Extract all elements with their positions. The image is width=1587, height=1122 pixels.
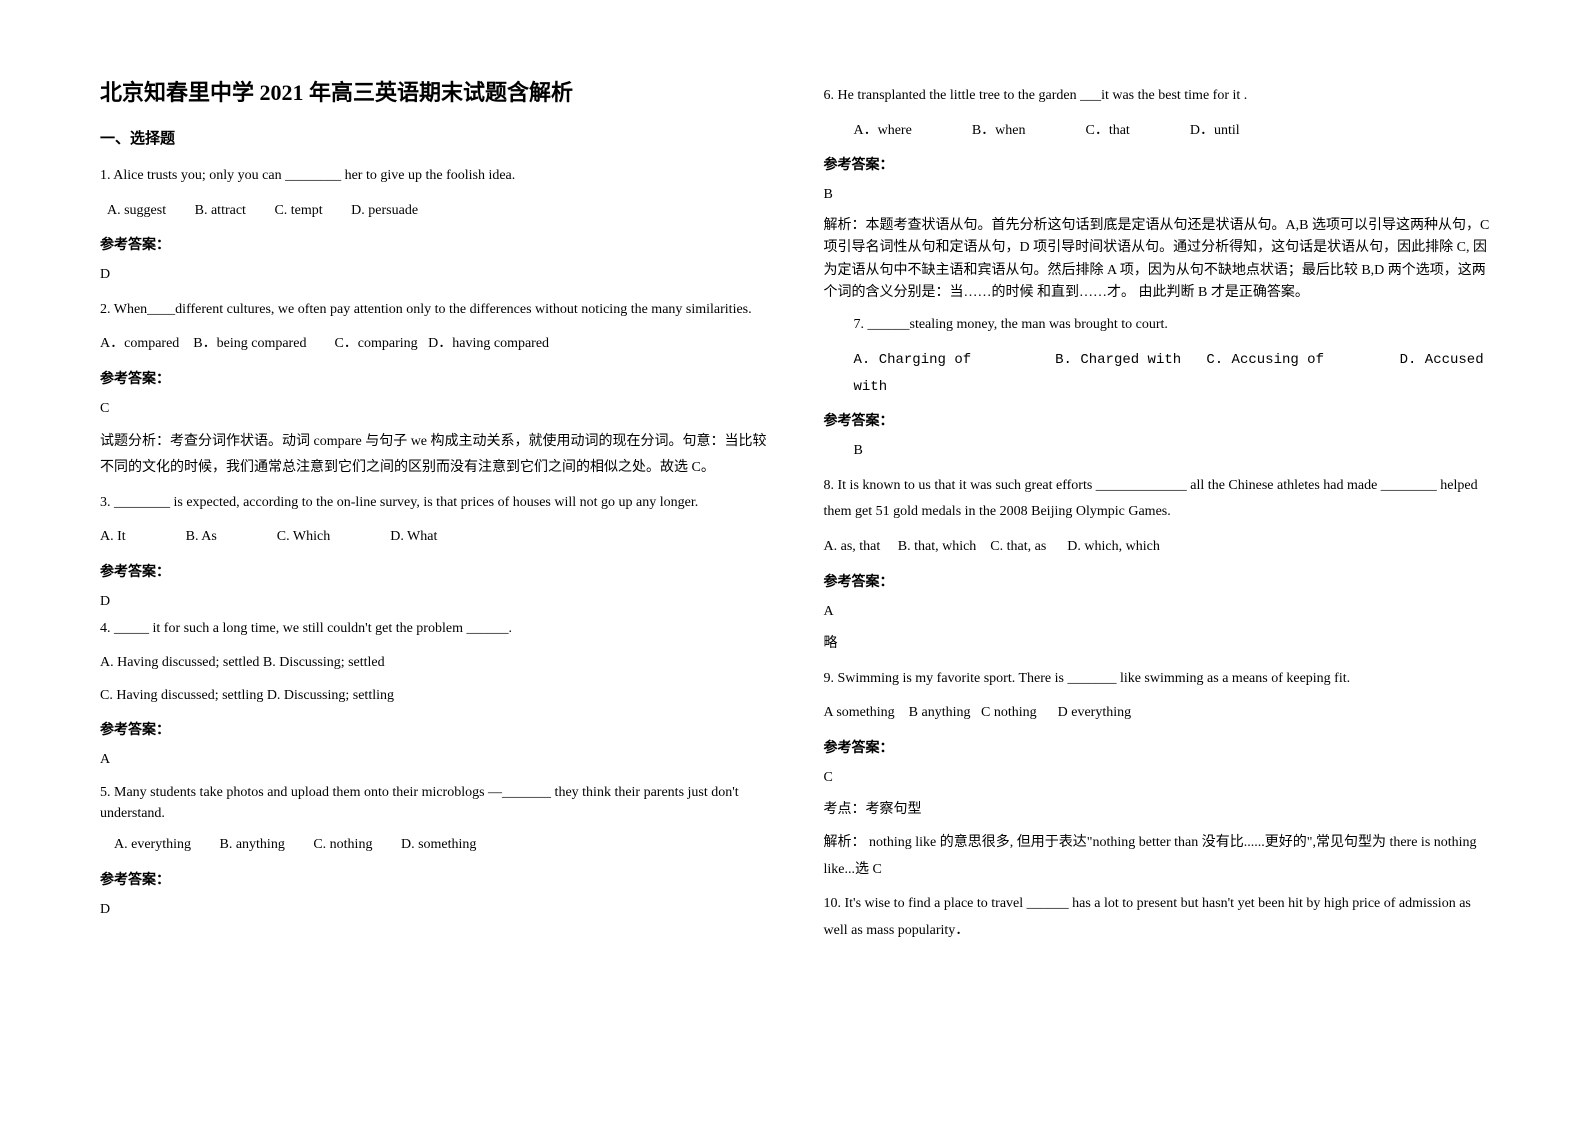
q6-ans-header: 参考答案： xyxy=(824,154,1498,174)
q9-ans-header: 参考答案： xyxy=(824,737,1498,757)
q3-text: 3. ________ is expected, according to th… xyxy=(100,490,774,517)
q9-options: A something B anything C nothing D every… xyxy=(824,700,1498,727)
q9-note1: 考点：考察句型 xyxy=(824,797,1498,824)
q7-ans: B xyxy=(824,438,1498,465)
q5-options: A. everything B. anything C. nothing D. … xyxy=(100,832,774,859)
q1-options: A. suggest B. attract C. tempt D. persua… xyxy=(100,198,774,225)
q5-opt-a: A. everything xyxy=(114,837,191,852)
exam-page: 北京知春里中学 2021 年高三英语期末试题含解析 一、选择题 1. Alice… xyxy=(0,0,1587,1122)
q3-options: A. It B. As C. Which D. What xyxy=(100,524,774,551)
q6-opt-b: B．when xyxy=(972,118,1026,145)
q2-exp: 试题分析：考查分词作状语。动词 compare 与句子 we 构成主动关系，就使… xyxy=(100,429,774,482)
q4-opts-l2: C. Having discussed; settling D. Discuss… xyxy=(100,683,774,710)
q7-text: 7. ______stealing money, the man was bro… xyxy=(824,312,1498,339)
q6-opt-a: A．where xyxy=(854,118,912,145)
q1-opt-d: D. persuade xyxy=(351,203,418,218)
q1-ans-header: 参考答案： xyxy=(100,234,774,254)
q8-text: 8. It is known to us that it was such gr… xyxy=(824,473,1498,526)
q5-ans: D xyxy=(100,897,774,924)
q1-text: 1. Alice trusts you; only you can ______… xyxy=(100,163,774,190)
q6-opt-d: D．until xyxy=(1190,118,1240,145)
q8-ans-header: 参考答案： xyxy=(824,571,1498,591)
q3-ans-header: 参考答案： xyxy=(100,561,774,581)
q2-options: A．compared B．being compared C．comparing … xyxy=(100,331,774,358)
q5-text: 5. Many students take photos and upload … xyxy=(100,782,774,824)
right-column: 6. He transplanted the little tree to th… xyxy=(804,75,1498,1082)
q9-ans: C xyxy=(824,765,1498,792)
q7-ans-header: 参考答案： xyxy=(824,410,1498,430)
q3-opt-a: A. It xyxy=(100,524,126,551)
q1-opt-b: B. attract xyxy=(195,203,246,218)
q5-opt-c: C. nothing xyxy=(313,837,372,852)
q3-ans: D xyxy=(100,589,774,616)
q4-ans: A xyxy=(100,747,774,774)
q1-opt-c: C. tempt xyxy=(274,203,322,218)
q8-ans: A xyxy=(824,599,1498,626)
q2-ans-header: 参考答案： xyxy=(100,368,774,388)
q6-opt-c: C．that xyxy=(1085,118,1129,145)
q9-text: 9. Swimming is my favorite sport. There … xyxy=(824,666,1498,693)
q5-opt-d: D. something xyxy=(401,837,476,852)
q5-opt-b: B. anything xyxy=(219,837,284,852)
left-column: 北京知春里中学 2021 年高三英语期末试题含解析 一、选择题 1. Alice… xyxy=(100,75,804,1082)
q2-ans: C xyxy=(100,396,774,423)
q9-note2: 解析： nothing like 的意思很多, 但用于表达"nothing be… xyxy=(824,830,1498,883)
q6-exp: 解析：本题考查状语从句。首先分析这句话到底是定语从句还是状语从句。A,B 选项可… xyxy=(824,215,1498,305)
page-title: 北京知春里中学 2021 年高三英语期末试题含解析 xyxy=(100,75,774,107)
q4-ans-header: 参考答案： xyxy=(100,719,774,739)
q6-options: A．where B．when C．that D．until xyxy=(824,118,1498,145)
q2-text: 2. When____different cultures, we often … xyxy=(100,297,774,324)
q1-opt-a: A. suggest xyxy=(107,203,166,218)
q6-ans: B xyxy=(824,182,1498,209)
q3-opt-d: D. What xyxy=(390,524,437,551)
q10-text: 10. It's wise to find a place to travel … xyxy=(824,891,1498,944)
q4-text: 4. _____ it for such a long time, we sti… xyxy=(100,616,774,643)
q8-note: 略 xyxy=(824,631,1498,658)
q8-options: A. as, that B. that, which C. that, as D… xyxy=(824,534,1498,561)
q3-opt-c: C. Which xyxy=(277,524,330,551)
q1-ans: D xyxy=(100,262,774,289)
q5-ans-header: 参考答案： xyxy=(100,869,774,889)
q4-opts-l1: A. Having discussed; settled B. Discussi… xyxy=(100,650,774,677)
section-header: 一、选择题 xyxy=(100,127,774,148)
q7-options: A. Charging of B. Charged with C. Accusi… xyxy=(824,347,1498,400)
q6-text: 6. He transplanted the little tree to th… xyxy=(824,83,1498,110)
q3-opt-b: B. As xyxy=(186,524,217,551)
